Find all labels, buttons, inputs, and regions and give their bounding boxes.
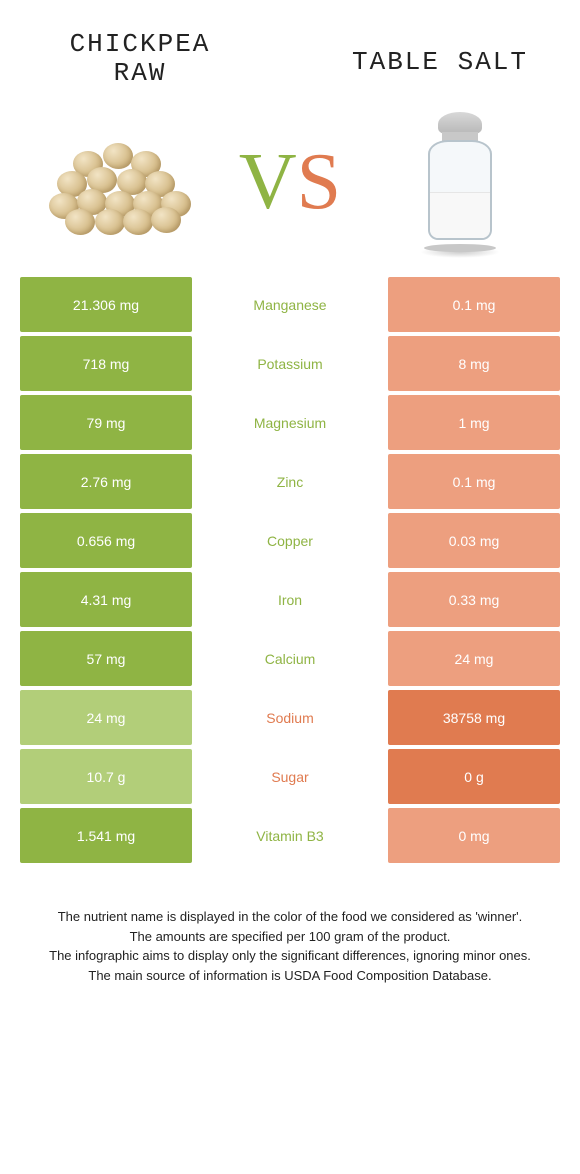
table-row: 57 mgCalcium24 mg — [20, 631, 560, 686]
images-row: VS — [0, 97, 580, 277]
left-value: 57 mg — [20, 631, 192, 686]
right-value: 8 mg — [388, 336, 560, 391]
table-row: 4.31 mgIron0.33 mg — [20, 572, 560, 627]
left-value: 79 mg — [20, 395, 192, 450]
table-row: 24 mgSodium38758 mg — [20, 690, 560, 745]
right-value: 24 mg — [388, 631, 560, 686]
left-value: 21.306 mg — [20, 277, 192, 332]
header: Chickpea raw Table salt — [0, 0, 580, 97]
right-title: Table salt — [340, 30, 540, 77]
table-row: 79 mgMagnesium1 mg — [20, 395, 560, 450]
comparison-table: 21.306 mgManganese0.1 mg718 mgPotassium8… — [0, 277, 580, 863]
left-value: 4.31 mg — [20, 572, 192, 627]
nutrient-name: Calcium — [192, 631, 388, 686]
vs-s: S — [297, 138, 342, 226]
right-value: 38758 mg — [388, 690, 560, 745]
left-value: 10.7 g — [20, 749, 192, 804]
right-value: 0.1 mg — [388, 277, 560, 332]
nutrient-name: Potassium — [192, 336, 388, 391]
right-value: 0 mg — [388, 808, 560, 863]
left-value: 24 mg — [20, 690, 192, 745]
right-value: 1 mg — [388, 395, 560, 450]
salt-image — [380, 112, 540, 252]
right-value: 0 g — [388, 749, 560, 804]
left-value: 718 mg — [20, 336, 192, 391]
right-value: 0.03 mg — [388, 513, 560, 568]
nutrient-name: Manganese — [192, 277, 388, 332]
nutrient-name: Iron — [192, 572, 388, 627]
nutrient-name: Magnesium — [192, 395, 388, 450]
table-row: 1.541 mgVitamin B30 mg — [20, 808, 560, 863]
right-value: 0.1 mg — [388, 454, 560, 509]
left-title: Chickpea raw — [40, 30, 240, 87]
nutrient-name: Zinc — [192, 454, 388, 509]
nutrient-name: Sodium — [192, 690, 388, 745]
nutrient-name: Vitamin B3 — [192, 808, 388, 863]
left-value: 1.541 mg — [20, 808, 192, 863]
footer-line: The infographic aims to display only the… — [30, 946, 550, 966]
vs-v: V — [239, 138, 297, 226]
chickpea-image — [40, 112, 200, 252]
nutrient-name: Copper — [192, 513, 388, 568]
table-row: 21.306 mgManganese0.1 mg — [20, 277, 560, 332]
vs-label: VS — [239, 137, 341, 228]
nutrient-name: Sugar — [192, 749, 388, 804]
table-row: 10.7 gSugar0 g — [20, 749, 560, 804]
table-row: 2.76 mgZinc0.1 mg — [20, 454, 560, 509]
footer-line: The amounts are specified per 100 gram o… — [30, 927, 550, 947]
left-value: 0.656 mg — [20, 513, 192, 568]
table-row: 718 mgPotassium8 mg — [20, 336, 560, 391]
right-value: 0.33 mg — [388, 572, 560, 627]
footer-line: The nutrient name is displayed in the co… — [30, 907, 550, 927]
table-row: 0.656 mgCopper0.03 mg — [20, 513, 560, 568]
footer-notes: The nutrient name is displayed in the co… — [0, 867, 580, 1005]
left-value: 2.76 mg — [20, 454, 192, 509]
footer-line: The main source of information is USDA F… — [30, 966, 550, 986]
